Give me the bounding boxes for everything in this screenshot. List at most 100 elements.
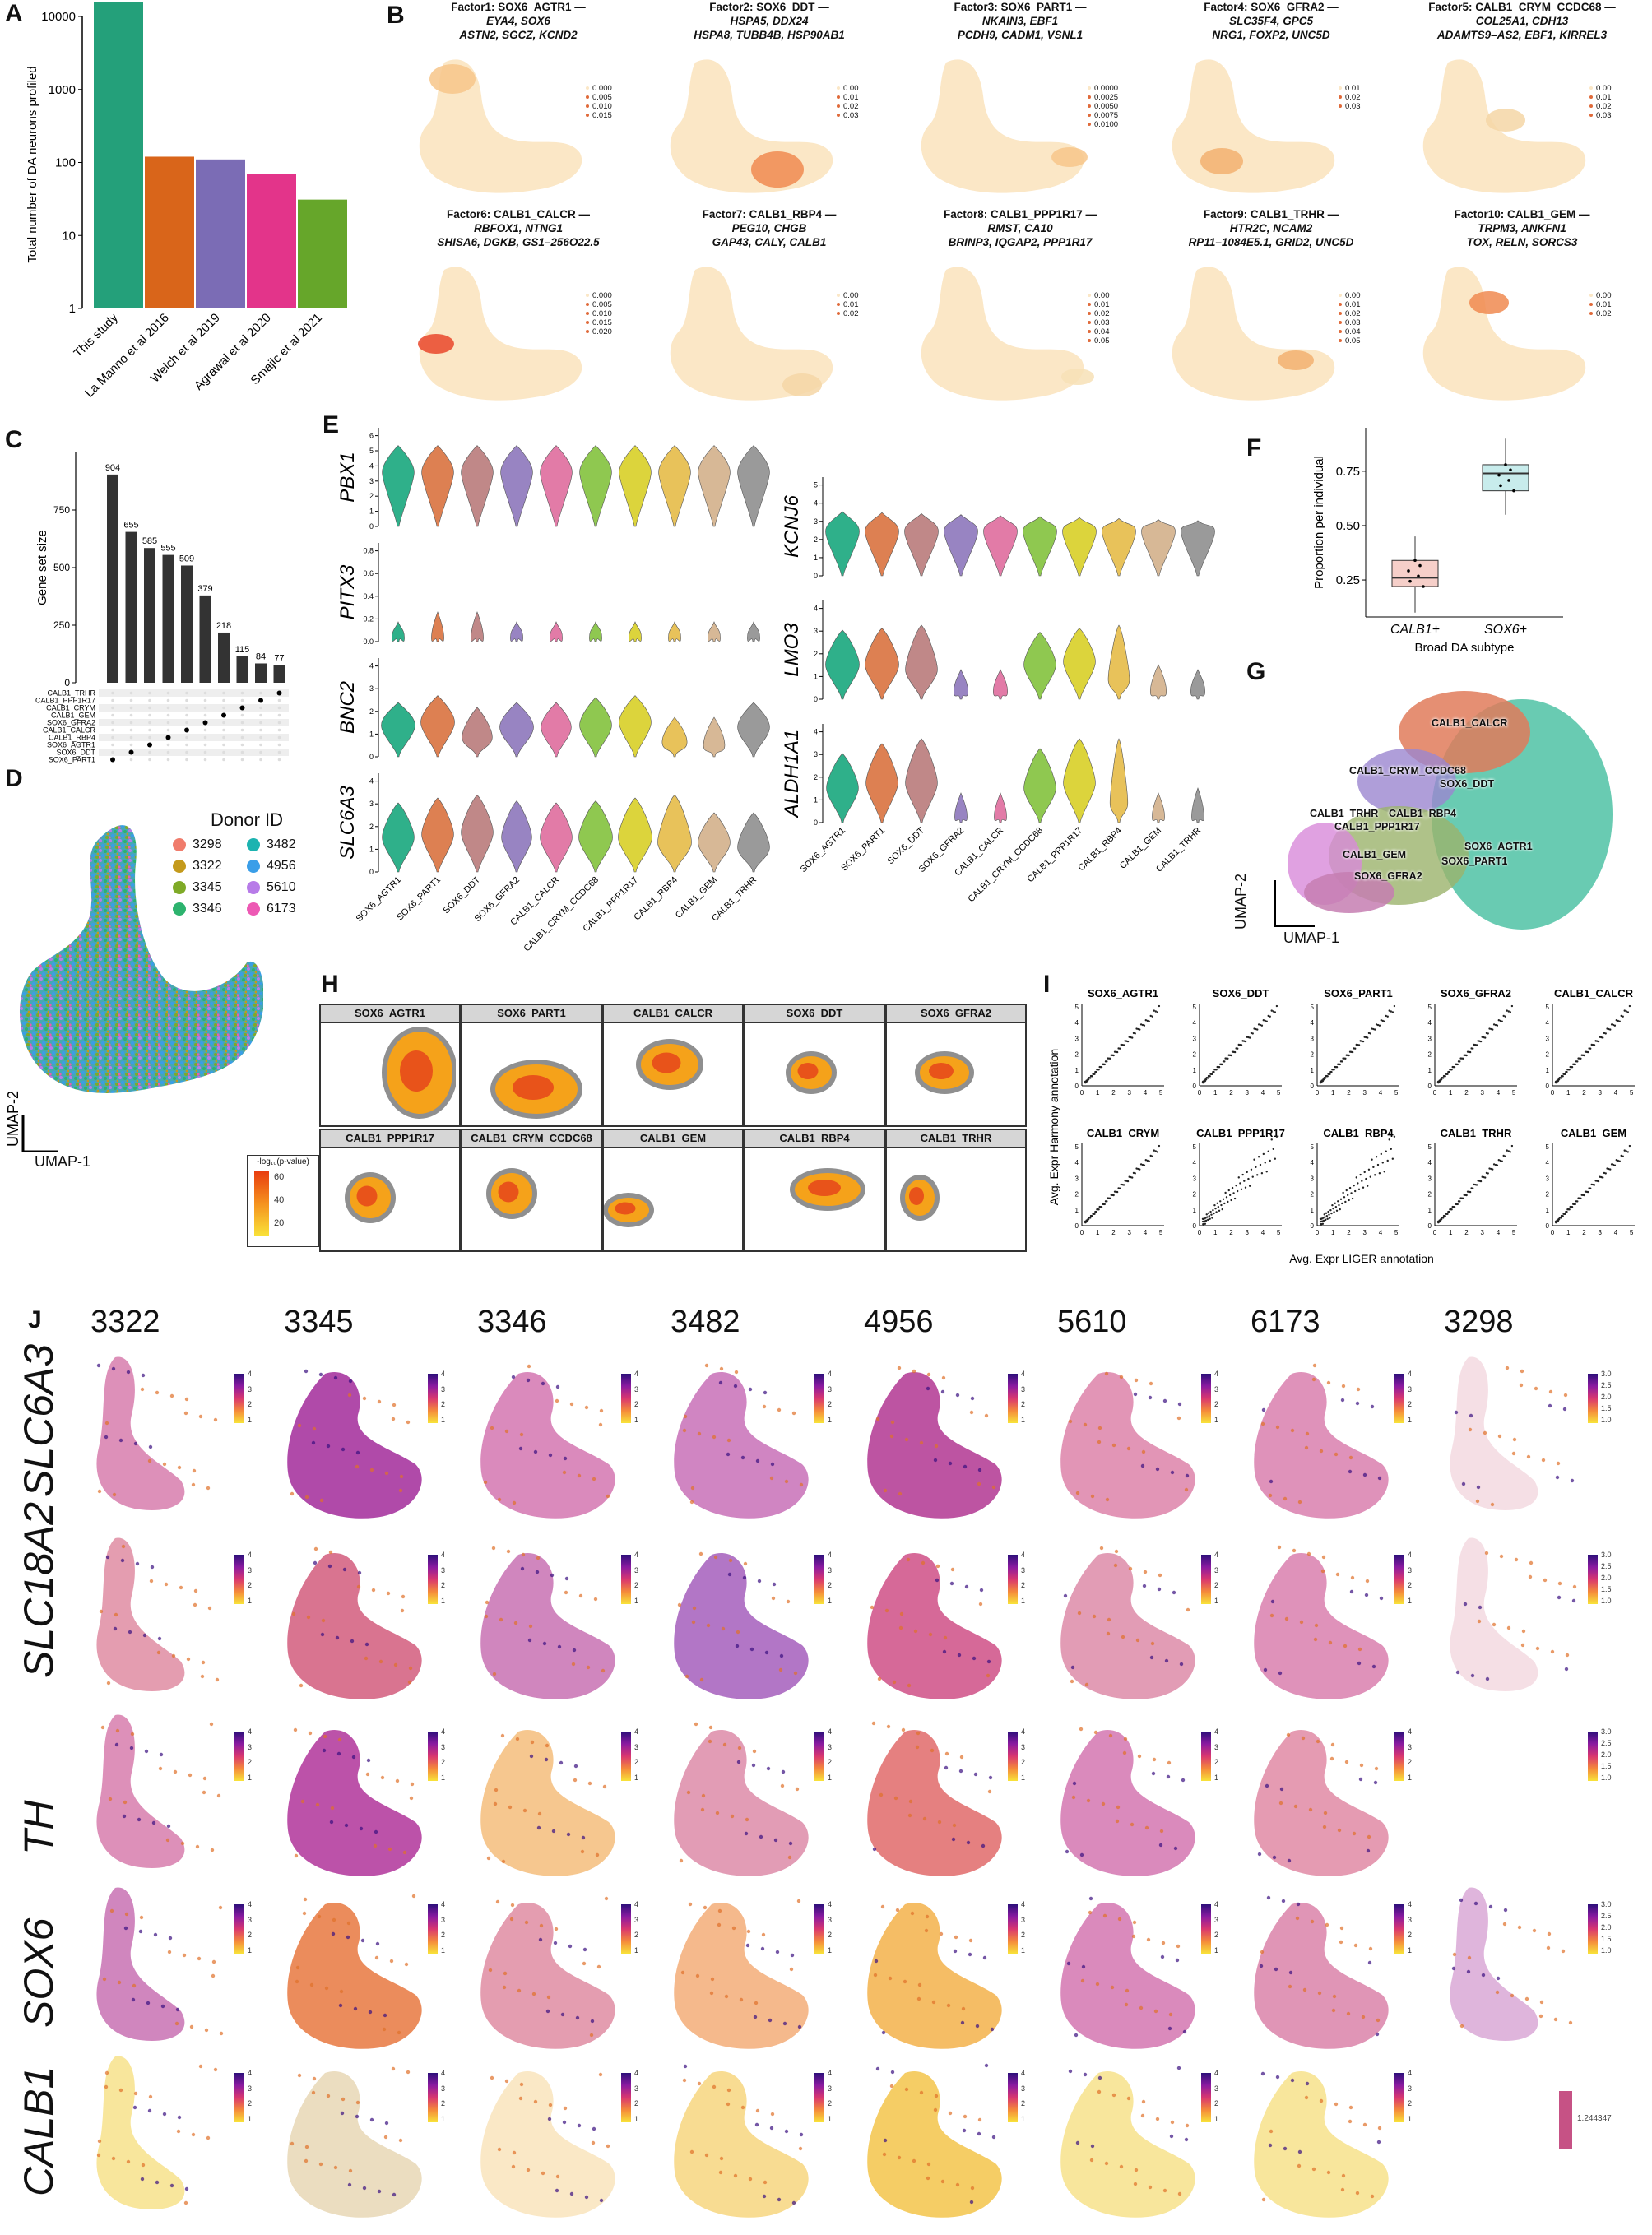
subtype-label: SOX6_GFRA2 xyxy=(1354,870,1422,882)
gene-umap-point xyxy=(1539,2000,1544,2005)
factor-genes-2: GAP43, CALY, CALB1 xyxy=(712,236,827,248)
scatter-point-j xyxy=(1209,1217,1211,1220)
donor-legend: 3298 3322 3345 3346 3482 4956 5610 6173 xyxy=(173,837,354,936)
scatter-point-j xyxy=(1348,1054,1350,1057)
gene-umap-point xyxy=(1461,1481,1466,1486)
gene-umap-point xyxy=(712,2084,717,2089)
gene-umap-point xyxy=(339,1989,344,1994)
gene-umap-point xyxy=(1505,1366,1510,1370)
violin-left-0 xyxy=(382,445,415,527)
bar-label-c: 115 xyxy=(235,645,250,655)
tick-label-j: 4 xyxy=(1614,1089,1618,1097)
umap-hotspot xyxy=(429,64,476,94)
gene-umap-point xyxy=(1111,2093,1116,2098)
gene-umap-point xyxy=(177,2115,182,2120)
scatter-point-j xyxy=(1483,1036,1487,1039)
gene-colorbar-tick: 2.5 xyxy=(1601,1381,1612,1389)
factor-title: Factor5: CALB1_CRYM_CCDC68 — COL25A1, CDH… xyxy=(1399,0,1645,42)
scatter-point-j xyxy=(1109,1057,1111,1060)
scatter-point-j xyxy=(1326,1075,1329,1078)
scatter-point-j xyxy=(1333,1211,1335,1213)
umap-shape xyxy=(1172,267,1335,401)
violin-left-2 xyxy=(381,702,415,758)
tick-label-j: 0 xyxy=(1428,1083,1432,1090)
scatter-point-j xyxy=(1275,1135,1278,1138)
matrix-dot-bg xyxy=(166,758,170,762)
legend-value: 0.02 xyxy=(1596,102,1612,111)
factor-genes-2: SHISA6, DGKB, GS1–256O22.5 xyxy=(437,236,600,248)
scatter-point-j xyxy=(1322,1078,1325,1081)
gene-umap xyxy=(867,2063,1002,2218)
gene-umap-point xyxy=(883,1488,888,1493)
donor-column-header: 3298 xyxy=(1444,1305,1514,1339)
umap-shape xyxy=(921,59,1084,193)
factor-umap xyxy=(670,59,833,193)
gene-umap-point xyxy=(179,1585,183,1590)
tick-label-j: 4 xyxy=(1193,1159,1197,1166)
scatter-point-j xyxy=(1450,1069,1453,1071)
gene-umap-point xyxy=(517,1988,522,1993)
scatter-point-j xyxy=(1333,1069,1335,1071)
gene-umap xyxy=(1254,1895,1389,2049)
gene-umap-point xyxy=(1164,1658,1169,1663)
gene-umap xyxy=(1254,1363,1389,1519)
scatter-point-j xyxy=(1510,1144,1514,1148)
gene-umap-point xyxy=(913,1629,918,1634)
cluster-blob-crym xyxy=(1357,749,1456,814)
violin-tick-label: 0 xyxy=(369,753,374,761)
gene-umap-point xyxy=(1571,1598,1576,1603)
scatter-point-j xyxy=(1367,1168,1371,1171)
gene-colorbar-tick: 2 xyxy=(441,2099,446,2108)
gene-colorbar xyxy=(1201,1732,1211,1781)
enrichment-core xyxy=(652,1052,681,1073)
enrichment-panel: CALB1_GEM xyxy=(602,1129,744,1252)
tick-label-j: 3 xyxy=(1598,1229,1602,1236)
factor-title-line: Factor6: CALB1_CALCR — xyxy=(446,208,591,220)
y-label-f: Proportion per individual xyxy=(1312,456,1326,589)
legend-value: 0.005 xyxy=(592,93,612,102)
gene-colorbar-tick: 3 xyxy=(248,1915,253,1924)
gene-umap-point xyxy=(1260,1950,1265,1954)
gene-umap-point xyxy=(491,1546,496,1551)
gene-umap-point xyxy=(883,2138,888,2143)
gene-umap-point xyxy=(564,1576,569,1581)
gene-umap-point xyxy=(704,1363,709,1368)
scatter-point-j xyxy=(1562,1075,1564,1078)
scatter-point-j xyxy=(1357,1188,1361,1191)
violin-left-2 xyxy=(541,702,572,758)
gene-colorbar xyxy=(1201,1904,1211,1954)
violin-left-1 xyxy=(550,621,563,642)
gene-colorbar-tick: 1 xyxy=(1021,2115,1026,2123)
donor-legend-entry: 6173 xyxy=(247,902,296,916)
violin-tick-label: 0.0 xyxy=(363,638,374,646)
gene-umap-point xyxy=(142,1633,147,1638)
gene-umap-point xyxy=(977,2131,981,2136)
gene-umap-point xyxy=(962,2128,967,2133)
gene-colorbar-tick: 1 xyxy=(1408,2115,1413,2123)
gene-umap-point xyxy=(518,2096,523,2101)
gene-umap-point xyxy=(218,1905,223,1910)
gene-colorbar-tick: 2 xyxy=(634,2099,639,2108)
violin-tick-label: 1 xyxy=(369,508,374,516)
gene-umap-point xyxy=(519,1432,524,1437)
gene-colorbar-tick: 4 xyxy=(634,1900,639,1908)
gene-umap-point xyxy=(1093,1730,1098,1735)
tick-label-j: 3 xyxy=(1598,1089,1602,1097)
gene-umap-point xyxy=(541,2171,545,2176)
gene-umap-point xyxy=(1497,1434,1502,1439)
violin-right-0 xyxy=(825,511,860,577)
factor-legend-entry: 0.000 xyxy=(586,84,612,93)
gene-colorbar-tick: 4 xyxy=(1214,1551,1219,1559)
gene-umap-point xyxy=(979,1588,984,1593)
violin-tick-label: 2 xyxy=(814,773,818,781)
gene-umap-density xyxy=(480,1553,615,1699)
legend-dot xyxy=(837,104,840,109)
gene-umap-point xyxy=(309,1982,314,1987)
gene-umap-density xyxy=(480,1730,615,1876)
scatter-point-j xyxy=(1448,1210,1450,1213)
gene-umap-point xyxy=(563,2106,568,2111)
